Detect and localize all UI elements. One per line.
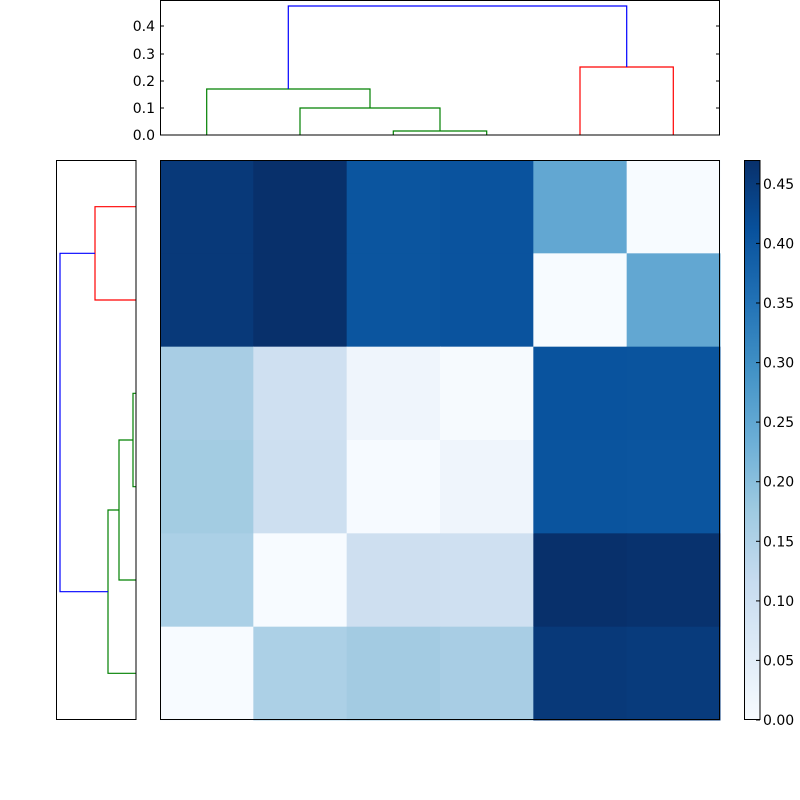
dendro-link-red	[579, 66, 674, 135]
heatmap-cell	[440, 533, 534, 628]
dendro-link-green	[206, 88, 371, 135]
heatmap-cell	[533, 626, 628, 721]
heatmap-cell	[160, 440, 254, 534]
colorbar-tick-labels: 0.00 0.05 0.10 0.15 0.20 0.25 0.30 0.35 …	[763, 177, 794, 729]
heatmap-cell	[346, 440, 441, 534]
heatmap-cell	[440, 626, 534, 721]
ytick-label: 0.3	[133, 47, 155, 63]
colorbar-tick-label: 0.05	[763, 653, 794, 669]
heatmap-cell	[626, 533, 721, 628]
heatmap-cell	[253, 346, 348, 441]
heatmap-cell	[440, 346, 534, 441]
ytick-label: 0.0	[133, 128, 155, 144]
top-dendrogram-yticks	[160, 25, 720, 109]
top-dendrogram-frame	[160, 0, 720, 136]
heatmap-cell	[160, 160, 254, 254]
ytick-label: 0.4	[133, 19, 155, 35]
top-dendrogram-ytick-labels: 0.0 0.1 0.2 0.3 0.4	[133, 19, 155, 144]
heatmap-cell	[626, 160, 721, 254]
heatmap-cell	[253, 253, 348, 348]
heatmap	[160, 160, 721, 721]
heatmap-cell	[626, 626, 721, 721]
dendro-link-blue	[287, 5, 628, 89]
heatmap-cell	[253, 160, 348, 254]
colorbar-tick-label: 0.30	[763, 356, 794, 372]
heatmap-cell	[440, 253, 534, 348]
heatmap-cell	[160, 533, 254, 628]
heatmap-cell	[346, 626, 441, 721]
heatmap-cell	[160, 253, 254, 348]
heatmap-cell	[440, 160, 534, 254]
heatmap-cell	[533, 440, 628, 534]
colorbar-tick-label: 0.00	[763, 713, 794, 729]
heatmap-cell	[346, 533, 441, 628]
colorbar-tick-label: 0.10	[763, 594, 794, 610]
heatmap-cell	[253, 440, 348, 534]
dendro-link-blue	[59, 252, 108, 593]
heatmap-cell	[346, 160, 441, 254]
colorbar-tick-label: 0.35	[763, 296, 794, 312]
heatmap-cell	[533, 533, 628, 628]
heatmap-cell	[626, 253, 721, 348]
dendro-link-red	[94, 206, 136, 301]
heatmap-cell	[533, 160, 628, 254]
colorbar: 0.00 0.05 0.10 0.15 0.20 0.25 0.30 0.35 …	[744, 160, 794, 729]
colorbar-gradient	[744, 160, 760, 720]
top-dendrogram: 0.0 0.1 0.2 0.3 0.4	[133, 0, 720, 144]
heatmap-cell	[626, 346, 721, 441]
heatmap-cell	[253, 626, 348, 721]
left-dendrogram-frame	[56, 160, 137, 720]
top-dendrogram-links	[206, 5, 674, 135]
colorbar-tick-label: 0.40	[763, 236, 794, 252]
ytick-label: 0.1	[133, 101, 155, 117]
ytick-label: 0.2	[133, 74, 155, 90]
heatmap-cell	[160, 626, 254, 721]
dendro-link-green	[392, 130, 488, 135]
heatmap-cell	[346, 346, 441, 441]
heatmap-cell	[160, 346, 254, 441]
colorbar-tick-label: 0.25	[763, 415, 794, 431]
heatmap-cell	[440, 440, 534, 534]
dendro-link-green	[107, 509, 136, 674]
left-dendrogram	[56, 160, 137, 720]
heatmap-cell	[533, 253, 628, 348]
heatmap-frame	[160, 160, 720, 720]
heatmap-cell	[253, 533, 348, 628]
colorbar-tick-label: 0.45	[763, 177, 794, 193]
colorbar-frame	[744, 160, 761, 720]
colorbar-ticks	[756, 183, 760, 721]
colorbar-tick-label: 0.15	[763, 534, 794, 550]
heatmap-cell	[626, 440, 721, 534]
heatmap-cell	[346, 253, 441, 348]
heatmap-cell	[533, 346, 628, 441]
colorbar-tick-label: 0.20	[763, 475, 794, 491]
left-dendrogram-links	[59, 206, 136, 674]
